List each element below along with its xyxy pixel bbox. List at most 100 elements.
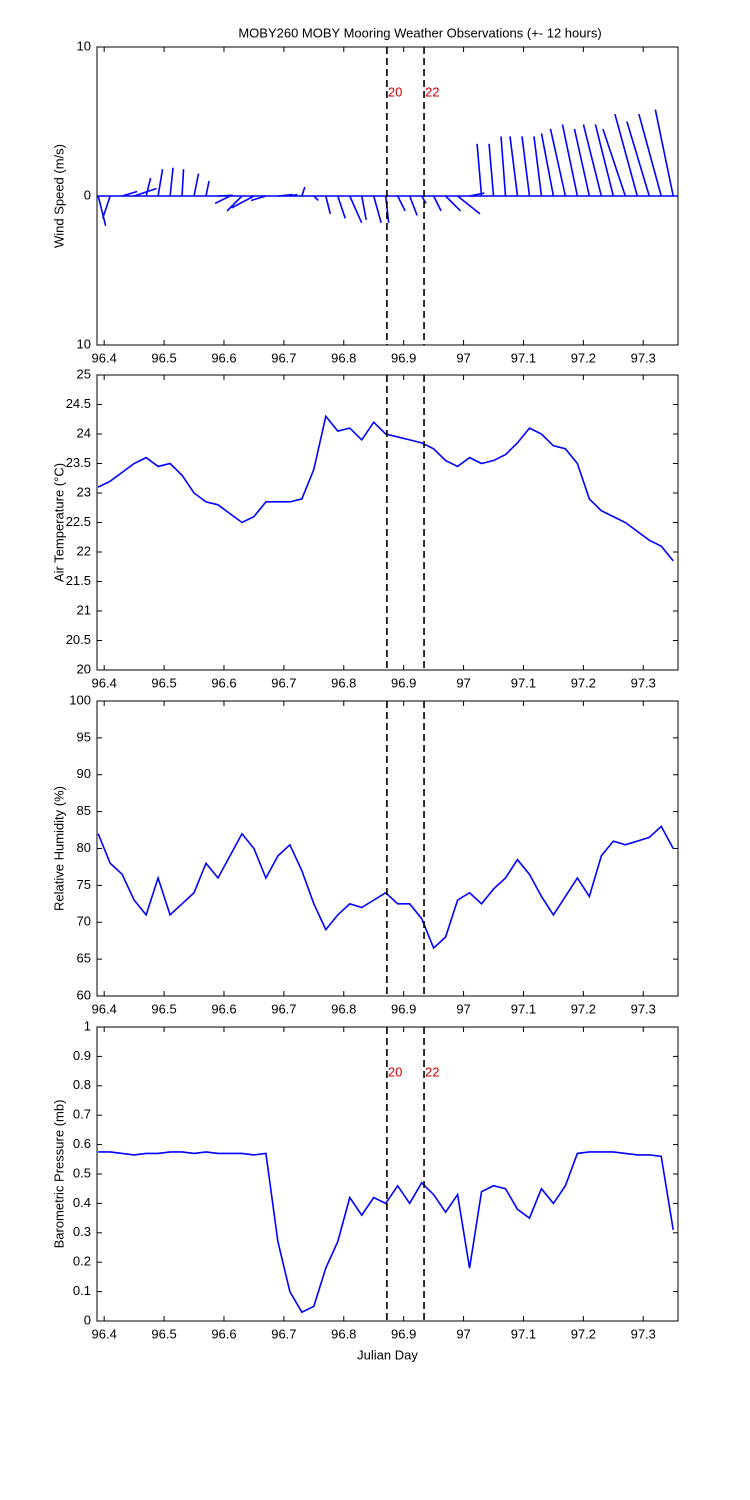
y-axis-label: Wind Speed (m/s) (51, 144, 66, 248)
wind-stick (97, 195, 107, 226)
wind-stick (654, 109, 674, 197)
y-tick-label: 0.4 (73, 1195, 91, 1210)
wind-stick (214, 195, 231, 205)
wind-stick (231, 195, 255, 209)
y-tick-label: 100 (69, 692, 91, 707)
axes-frame (96, 700, 679, 997)
wind-stick (476, 143, 483, 197)
wind-stick (602, 128, 627, 197)
y-tick-label: 80 (77, 840, 91, 855)
x-tick-label: 96.4 (92, 1326, 117, 1341)
x-tick-label: 96.9 (391, 1326, 416, 1341)
wind-stick (217, 194, 233, 197)
x-tick-label: 96.9 (391, 350, 416, 365)
x-tick-label: 97.3 (631, 1326, 656, 1341)
y-tick-label: 75 (77, 877, 91, 892)
y-tick-label: 0.6 (73, 1136, 91, 1151)
x-tick-label: 97.2 (571, 675, 596, 690)
x-tick-label: 96.9 (391, 1001, 416, 1016)
data-line (98, 1151, 674, 1314)
x-tick-label: 97 (456, 350, 470, 365)
y-tick-label: 0.8 (73, 1077, 91, 1092)
x-tick-label: 96.5 (151, 1001, 176, 1016)
x-tick-label: 96.8 (331, 675, 356, 690)
wind-stick (133, 187, 157, 197)
wind-stick (594, 124, 615, 197)
wind-stick (372, 195, 382, 224)
wind-stick (313, 195, 319, 202)
x-tick-label: 97.1 (511, 675, 536, 690)
wind-stick (626, 121, 651, 197)
axes-frame (96, 374, 679, 671)
wind-stick (121, 190, 138, 197)
wind-stick (432, 195, 442, 212)
time-marker-label: 20 (388, 84, 402, 99)
y-tick-label: 1 (84, 1018, 91, 1033)
wind-stick (277, 193, 293, 197)
wind-stick (289, 193, 298, 197)
wind-stick (301, 186, 306, 197)
x-tick-label: 96.8 (331, 350, 356, 365)
y-tick-label: 10 (77, 38, 91, 53)
x-tick-label: 96.8 (331, 1001, 356, 1016)
y-tick-label: 0.5 (73, 1165, 91, 1180)
x-tick-label: 97.1 (511, 350, 536, 365)
x-tick-label: 97.1 (511, 1326, 536, 1341)
wind-stick (420, 195, 427, 204)
x-tick-label: 96.7 (271, 350, 296, 365)
y-tick-label: 0.3 (73, 1224, 91, 1239)
wind-stick (181, 169, 185, 197)
y-tick-label: 21.5 (66, 573, 91, 588)
time-marker-label: 22 (425, 84, 439, 99)
wind-stick (337, 195, 346, 219)
x-tick-label: 96.6 (211, 350, 236, 365)
wind-stick (573, 128, 591, 197)
x-tick-label: 96.4 (92, 350, 117, 365)
wind-stick (193, 173, 200, 197)
wind-stick (509, 136, 519, 197)
wind-stick (533, 136, 543, 197)
x-tick-label: 97.2 (571, 1326, 596, 1341)
y-tick-label: 0 (84, 187, 91, 202)
wind-stick (145, 177, 152, 197)
y-tick-label: 23 (77, 484, 91, 499)
y-tick-label: 0 (84, 1312, 91, 1327)
wind-stick (325, 195, 332, 215)
wind-stick (521, 136, 531, 197)
x-tick-label: 97.3 (631, 350, 656, 365)
y-tick-label: 23.5 (66, 455, 91, 470)
x-tick-label: 96.5 (151, 1326, 176, 1341)
wind-stick (157, 169, 164, 197)
y-tick-label: 20 (77, 661, 91, 676)
x-tick-label: 96.4 (92, 1001, 117, 1016)
wind-stick (205, 180, 210, 197)
x-tick-label: 97 (456, 1001, 470, 1016)
wind-stick (445, 195, 462, 212)
axes-frame (96, 46, 679, 346)
wind-stick (540, 133, 555, 197)
y-tick-label: 0.2 (73, 1254, 91, 1269)
wind-stick (500, 136, 507, 197)
wind-stick (549, 128, 567, 197)
wind-stick (101, 195, 111, 219)
x-tick-label: 96.9 (391, 675, 416, 690)
data-line (97, 825, 674, 950)
x-tick-label: 97.1 (511, 1001, 536, 1016)
x-tick-label: 97.3 (631, 1001, 656, 1016)
y-tick-label: 65 (77, 951, 91, 966)
x-tick-label: 97 (456, 675, 470, 690)
wind-stick (226, 195, 243, 212)
wind-stick (408, 195, 418, 216)
x-axis-label: Julian Day (357, 1347, 418, 1362)
chart-title: MOBY260 MOBY Mooring Weather Observation… (238, 25, 601, 40)
y-axis-label: Air Temperature (°C) (51, 463, 66, 582)
wind-stick (396, 195, 406, 212)
wind-stick (582, 124, 603, 197)
y-tick-label: 24.5 (66, 396, 91, 411)
y-tick-label: 90 (77, 766, 91, 781)
data-line (97, 414, 674, 562)
time-marker-label: 22 (425, 1064, 439, 1079)
y-tick-label: 60 (77, 987, 91, 1002)
x-tick-label: 97.2 (571, 350, 596, 365)
wind-stick (349, 195, 363, 224)
